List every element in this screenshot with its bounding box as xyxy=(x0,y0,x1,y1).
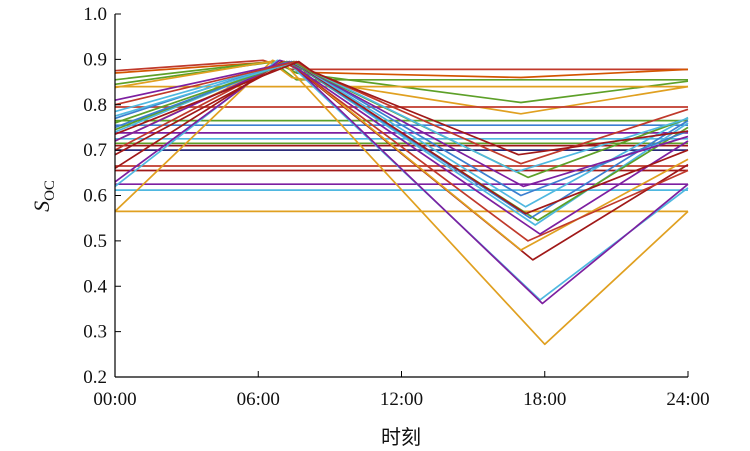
series-line-5 xyxy=(114,60,689,115)
x-axis-label: 时刻 xyxy=(381,426,421,449)
series-line-3 xyxy=(114,60,688,81)
y-tick-label: 0.8 xyxy=(83,95,107,116)
y-tick-label: 0.3 xyxy=(83,322,107,343)
y-tick-label: 0.5 xyxy=(83,231,107,252)
y-tick-label: 0.9 xyxy=(83,49,107,70)
series-line-37 xyxy=(114,60,689,156)
x-tick-label: 18:00 xyxy=(523,389,566,410)
x-tick-label: 06:00 xyxy=(237,389,280,410)
x-tick-label: 24:00 xyxy=(666,389,709,410)
y-tick-label: 1.0 xyxy=(83,4,107,25)
y-tick-label: 0.4 xyxy=(83,276,107,297)
series-line-20 xyxy=(114,59,689,346)
series-line-25 xyxy=(114,60,689,242)
series-line-34 xyxy=(114,60,689,179)
x-tick-label: 12:00 xyxy=(380,389,423,410)
x-tick-label: 00:00 xyxy=(93,389,136,410)
y-tick-label: 0.7 xyxy=(83,140,107,161)
y-axis-label-main: S xyxy=(29,201,54,212)
y-axis-label-sub: OC xyxy=(42,180,58,201)
ticks: 0.2 0.3 0.4 0.5 0.6 0.7 0.8 0.9 1.0 00:00 06:00 12:… xyxy=(83,4,709,410)
series-line-28 xyxy=(114,60,689,222)
series-group xyxy=(114,59,689,346)
y-tick-label: 0.2 xyxy=(83,367,107,388)
y-tick-label: 0.6 xyxy=(83,186,107,207)
y-axis-label: SOC xyxy=(29,180,58,212)
